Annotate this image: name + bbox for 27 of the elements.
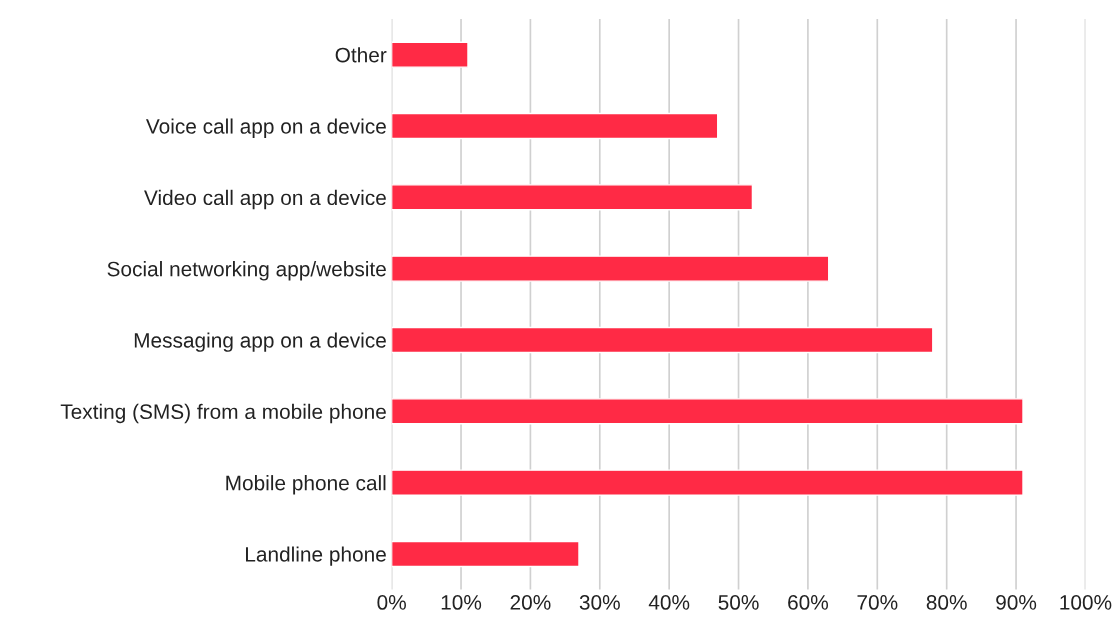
bar	[391, 41, 469, 68]
x-tick-label: 30%	[579, 595, 620, 610]
x-tick-label: 50%	[718, 595, 759, 610]
bar	[391, 184, 754, 211]
bar	[391, 540, 580, 568]
y-tick-label: Mobile phone call	[226, 475, 386, 495]
bar	[391, 469, 1024, 496]
y-tick-label: Landline phone	[246, 546, 386, 566]
y-tick-label: Messaging app on a device	[134, 332, 386, 352]
x-tick-label: 80%	[926, 595, 967, 610]
x-tick-label: 90%	[996, 595, 1037, 610]
bar	[391, 112, 719, 140]
y-tick-label: Other	[335, 47, 387, 63]
y-tick-label: Video call app on a device	[144, 189, 386, 210]
bar	[391, 398, 1024, 425]
y-tick-label: Voice call app on a device	[145, 118, 386, 138]
x-tick-label: 60%	[788, 595, 829, 610]
x-tick-label: 40%	[648, 595, 690, 610]
x-tick-label: 0%	[377, 595, 406, 610]
x-tick-label: 20%	[510, 595, 551, 610]
x-tick-label: 70%	[857, 595, 898, 610]
x-tick-label: 10%	[441, 595, 482, 610]
y-tick-label: Social networking app/website	[107, 261, 386, 281]
x-tick-label: 100%	[1060, 595, 1112, 610]
bar	[391, 255, 830, 282]
y-tick-label: Texting (SMS) from a mobile phone	[60, 403, 386, 424]
bar	[391, 326, 934, 354]
